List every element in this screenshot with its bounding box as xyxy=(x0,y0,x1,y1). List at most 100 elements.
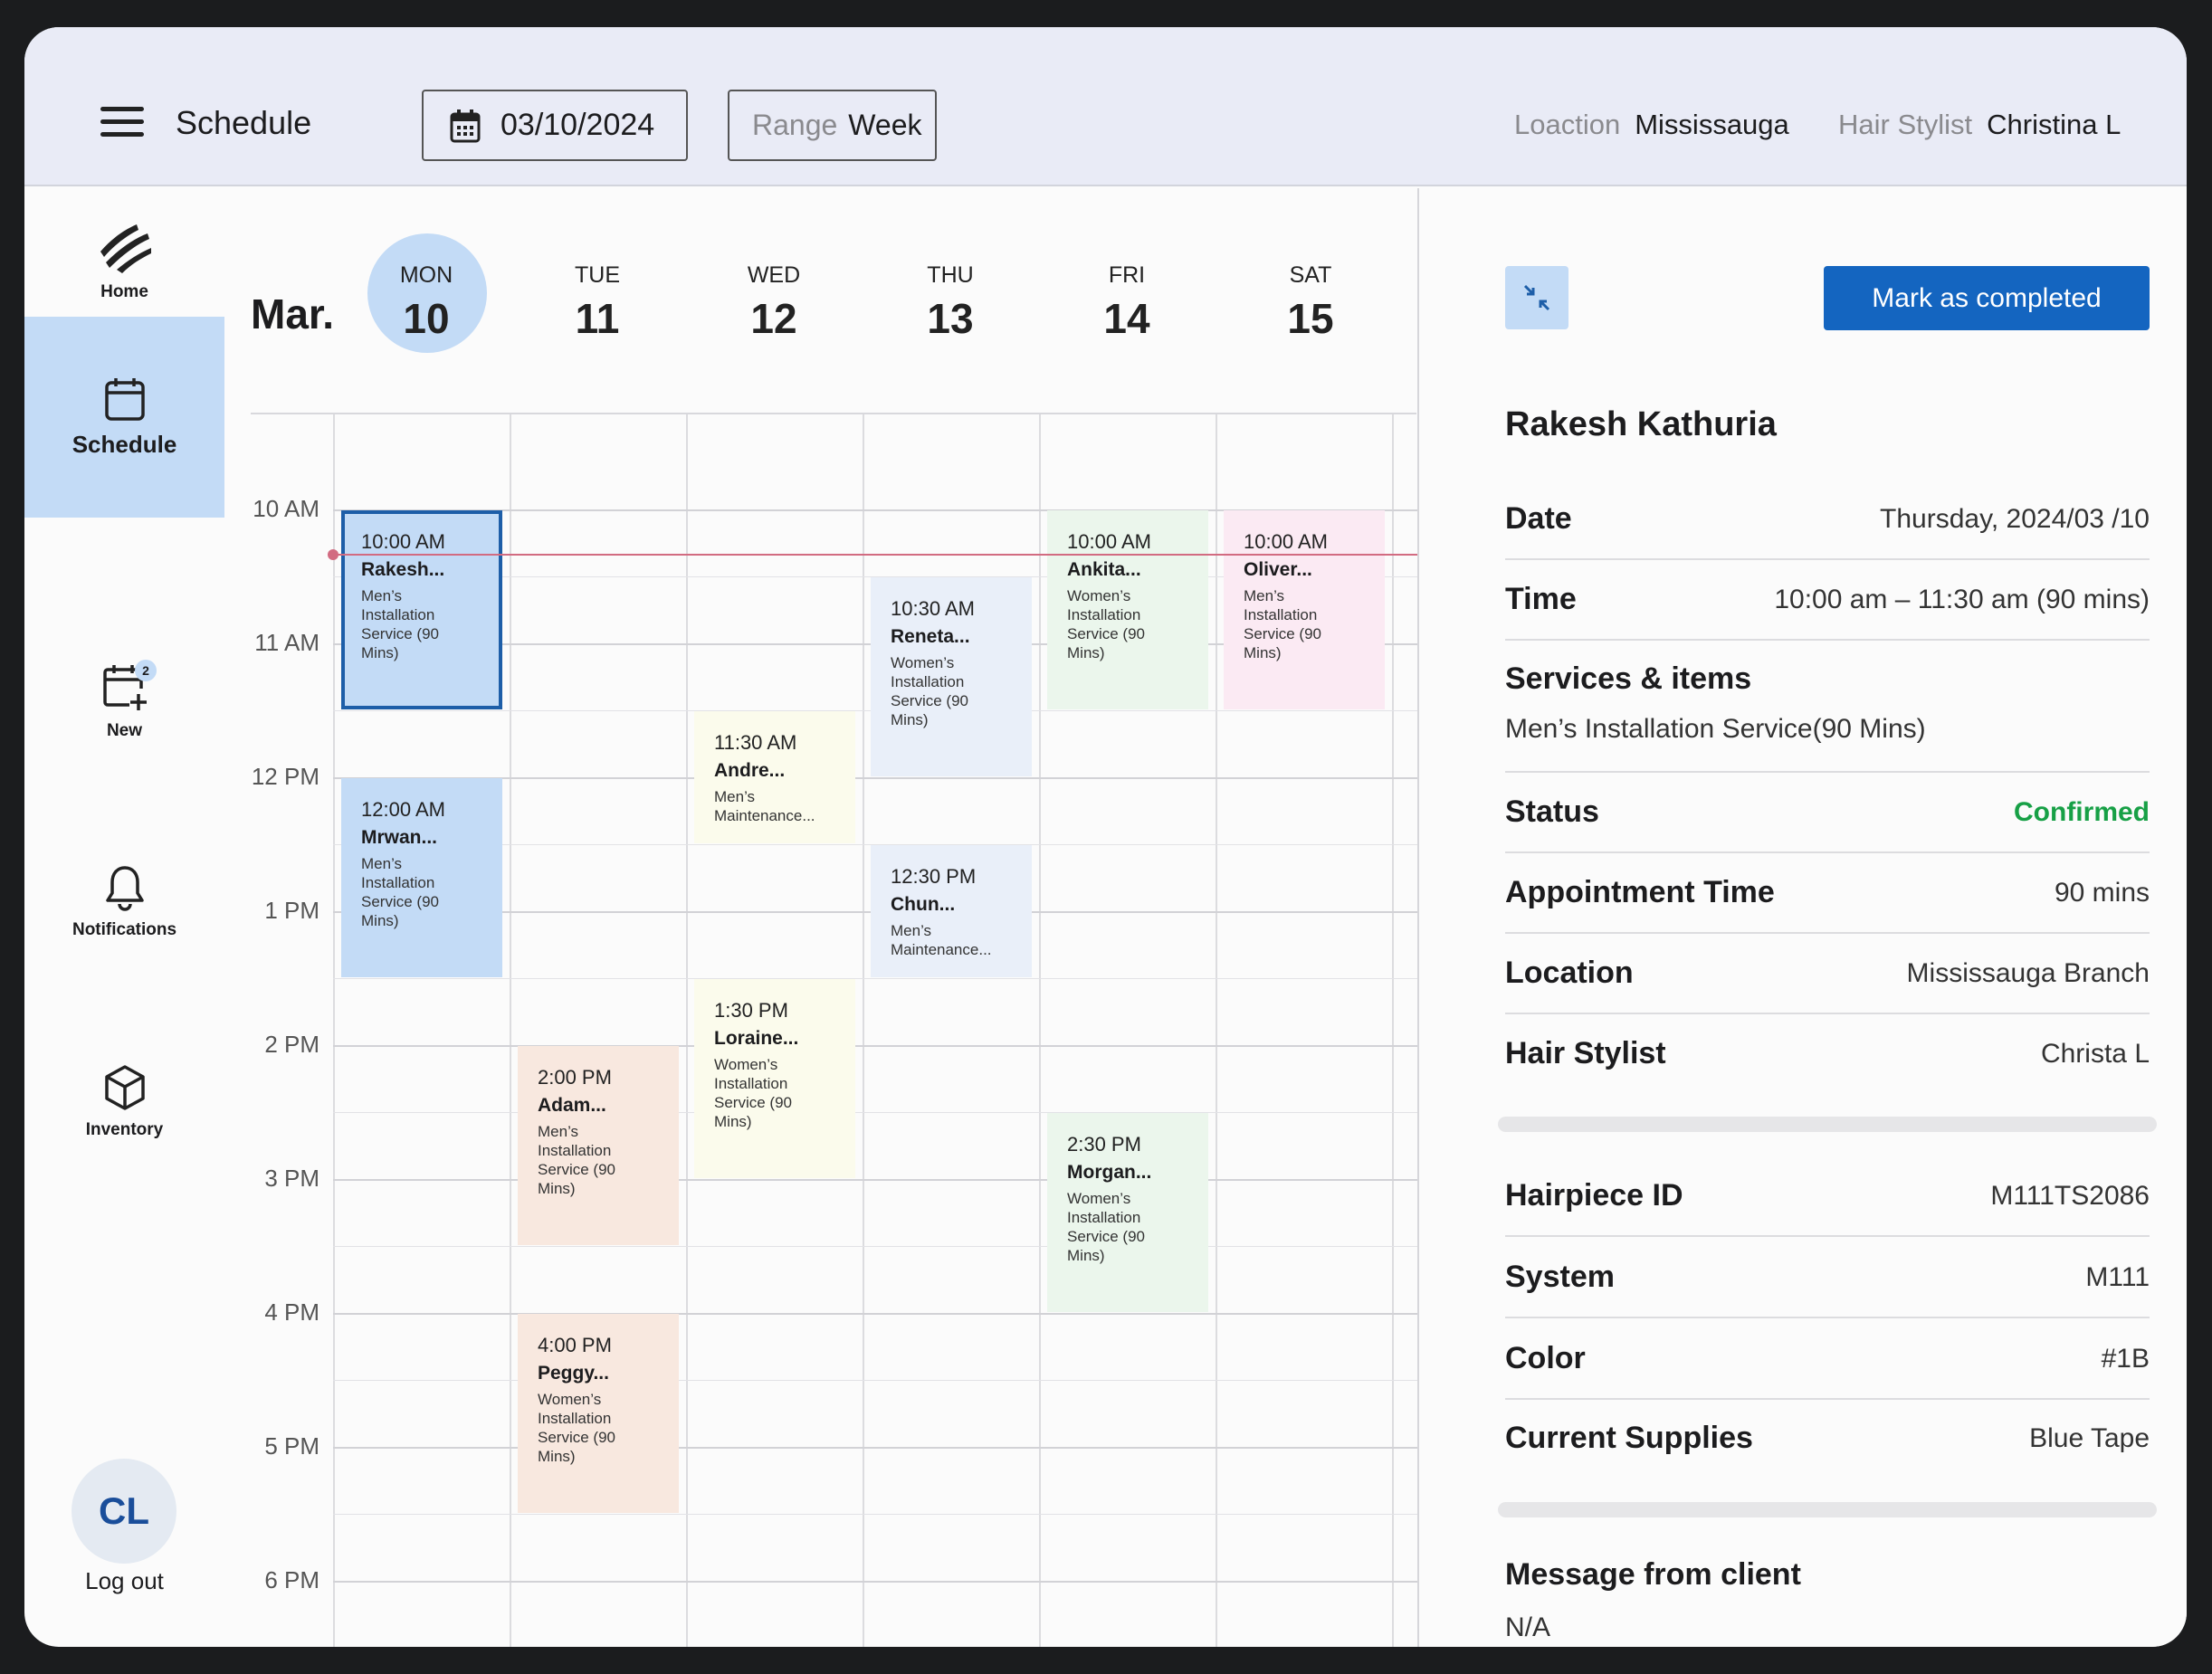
hour-line xyxy=(333,1313,1418,1315)
day-header-wed[interactable]: WED 12 xyxy=(710,262,837,343)
sidebar-item-new[interactable]: 2 New xyxy=(24,660,224,763)
time-label: 2 PM xyxy=(264,1031,319,1058)
appointment-card[interactable]: 12:30 PM Chun... Men’s Maintenance... xyxy=(871,845,1032,977)
hamburger-menu-icon[interactable] xyxy=(100,107,144,138)
half-hour-line xyxy=(333,978,1418,979)
range-value: Week xyxy=(848,109,922,141)
client-name: Morgan... xyxy=(1067,1162,1152,1183)
current-time-dot xyxy=(328,548,338,560)
appointment-card[interactable]: 10:00 AM Oliver... Men’s Installation Serv… xyxy=(1224,510,1385,709)
client-name: Loraine... xyxy=(714,1028,799,1049)
location-filter-label: Loaction xyxy=(1514,109,1621,140)
date-picker[interactable]: 03/10/2024 xyxy=(422,90,688,161)
day-header-tue[interactable]: TUE 11 xyxy=(534,262,661,343)
detail-value: #1B xyxy=(2101,1344,2150,1374)
sidebar-item-home[interactable]: Home xyxy=(24,223,224,322)
sidebar-item-label: Schedule xyxy=(72,430,177,458)
appointment-time: 10:00 AM xyxy=(361,530,445,553)
service-name: Men’s Installation Service (90 Mins) xyxy=(361,855,439,929)
time-label: 12 PM xyxy=(251,763,319,790)
sidebar-item-label: Notifications xyxy=(72,920,177,939)
day-number: 15 xyxy=(1287,295,1334,342)
hour-line xyxy=(333,1045,1418,1047)
date-value: 03/10/2024 xyxy=(501,108,655,142)
logout-link[interactable]: Log out xyxy=(85,1567,164,1594)
detail-label: Current Supplies xyxy=(1505,1421,1753,1455)
client-name: Rakesh Kathuria xyxy=(1505,405,1777,443)
mark-completed-button[interactable]: Mark as completed xyxy=(1824,266,2150,330)
detail-value: M111TS2086 xyxy=(1990,1181,2150,1211)
detail-row-system: System M111 xyxy=(1505,1238,2150,1318)
hour-line xyxy=(333,509,1418,511)
day-header-fri[interactable]: FRI 14 xyxy=(1063,262,1190,343)
location-filter-value: Mississauga xyxy=(1635,109,1789,140)
sidebar-item-label: New xyxy=(106,721,143,740)
appointment-card[interactable]: 10:00 AM Rakesh... Men’s Installation Serv… xyxy=(341,510,502,709)
hour-line xyxy=(333,777,1418,779)
day-header-thu[interactable]: THU 13 xyxy=(887,262,1014,343)
client-name: Chun... xyxy=(891,894,956,915)
location-filter[interactable]: Loaction Mississauga xyxy=(1514,109,1789,141)
avatar[interactable]: CL xyxy=(72,1459,176,1564)
section-separator xyxy=(1498,1502,2157,1517)
appointment-card[interactable]: 2:00 PM Adam... Men’s Installation Service… xyxy=(518,1046,679,1245)
appointment-time: 12:00 AM xyxy=(361,798,445,821)
appointment-card[interactable]: 10:30 AM Reneta... Women’s Installation Se… xyxy=(871,577,1032,776)
hour-line xyxy=(333,1179,1418,1181)
sidebar-item-schedule[interactable]: Schedule xyxy=(24,317,224,518)
day-header-mon[interactable]: MON 10 xyxy=(363,262,490,343)
day-header-sat[interactable]: SAT 15 xyxy=(1247,262,1374,343)
detail-row-time: Time 10:00 am – 11:30 am (90 mins) xyxy=(1505,560,2150,641)
detail-label: Status xyxy=(1505,794,1599,829)
new-count-badge: 2 xyxy=(135,660,157,681)
detail-row-date: Date Thursday, 2024/03 /10 xyxy=(1505,480,2150,560)
client-name: Ankita... xyxy=(1067,559,1141,580)
detail-label: Appointment Time xyxy=(1505,875,1775,909)
calendar-icon xyxy=(450,109,481,142)
detail-label: Date xyxy=(1505,501,1572,536)
detail-row-location: Location Mississauga Branch xyxy=(1505,934,2150,1014)
services-divider xyxy=(1505,718,2150,773)
appointment-card[interactable]: 11:30 AM Andre... Men’s Maintenance... xyxy=(694,711,855,843)
detail-value: 90 mins xyxy=(2054,878,2150,908)
calendar-grid: 10 AM 11 AM 12 PM 1 PM 2 PM 3 PM 4 PM 5 PM 6 PM 1… xyxy=(251,413,1444,1647)
appointment-card[interactable]: 4:00 PM Peggy... Women’s Installation Serv… xyxy=(518,1314,679,1513)
service-name: Men’s Installation Service (90 Mins) xyxy=(1244,587,1321,661)
time-label: 1 PM xyxy=(264,897,319,924)
bell-icon xyxy=(105,866,144,911)
home-logo-icon xyxy=(100,224,151,273)
range-selector[interactable]: Range Week xyxy=(728,90,937,161)
collapse-icon[interactable] xyxy=(1505,266,1568,329)
sidebar-item-notifications[interactable]: Notifications xyxy=(24,864,224,964)
stylist-filter[interactable]: Hair Stylist Christina L xyxy=(1838,109,2121,141)
appointment-card[interactable]: 2:30 PM Morgan... Women’s Installation Ser… xyxy=(1047,1113,1208,1312)
client-name: Oliver... xyxy=(1244,559,1312,580)
column-divider xyxy=(1039,414,1041,1647)
stylist-filter-label: Hair Stylist xyxy=(1838,109,1973,140)
day-number: 14 xyxy=(1103,295,1150,342)
detail-value: Thursday, 2024/03 /10 xyxy=(1880,504,2150,534)
detail-value: Blue Tape xyxy=(2029,1423,2150,1453)
column-divider xyxy=(333,414,335,1647)
section-separator xyxy=(1498,1117,2157,1132)
half-hour-line xyxy=(333,844,1418,845)
service-name: Men’s Maintenance... xyxy=(891,922,992,958)
service-name: Women’s Installation Service (90 Mins) xyxy=(1067,1190,1145,1264)
service-name: Men’s Maintenance... xyxy=(714,788,815,824)
appointment-card[interactable]: 1:30 PM Loraine... Women’s Installation Se… xyxy=(694,979,855,1178)
sidebar: Home Schedule 2 xyxy=(24,188,224,1647)
client-name: Andre... xyxy=(714,760,786,781)
appointment-detail-panel: Mark as completed Rakesh Kathuria Date T… xyxy=(1417,188,2187,1647)
column-divider xyxy=(863,414,864,1647)
top-bar: Schedule 03/10/2024 Range Week Loaction M… xyxy=(24,27,2187,186)
time-label: 10 AM xyxy=(253,495,319,522)
arrows-collapse-icon xyxy=(1523,284,1550,311)
detail-value: M111 xyxy=(2085,1262,2150,1292)
day-name: FRI xyxy=(1108,262,1146,288)
client-name: Adam... xyxy=(538,1095,606,1116)
sidebar-item-inventory[interactable]: Inventory xyxy=(24,1064,224,1164)
appointment-card[interactable]: 10:00 AM Ankita... Women’s Installation Se… xyxy=(1047,510,1208,709)
column-divider xyxy=(686,414,688,1647)
appointment-card[interactable]: 12:00 AM Mrwan... Men’s Installation Servi… xyxy=(341,778,502,977)
service-name: Women’s Installation Service (90 Mins) xyxy=(891,654,968,728)
